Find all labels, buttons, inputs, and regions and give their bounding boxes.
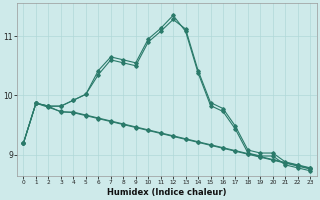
- X-axis label: Humidex (Indice chaleur): Humidex (Indice chaleur): [107, 188, 227, 197]
